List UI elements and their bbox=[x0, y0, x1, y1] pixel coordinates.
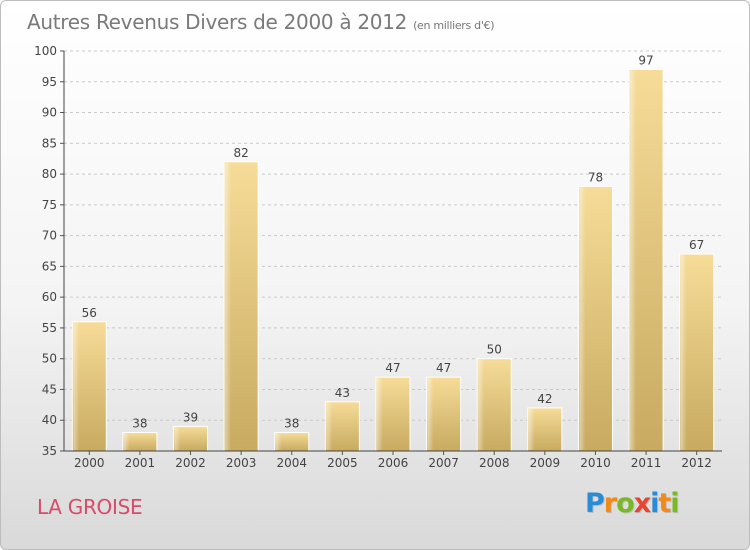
y-tick-label: 70 bbox=[42, 229, 57, 243]
x-tick-label: 2008 bbox=[479, 456, 510, 470]
y-tick-label: 50 bbox=[42, 352, 57, 366]
chart-subtitle: (en milliers d'€) bbox=[413, 19, 495, 32]
x-tick-label: 2003 bbox=[226, 456, 257, 470]
data-label: 67 bbox=[689, 238, 704, 252]
proxiti-logo: Proxiti bbox=[585, 488, 680, 519]
bar-group bbox=[173, 425, 209, 452]
x-tick-label: 2007 bbox=[428, 456, 459, 470]
place-name: LA GROISE bbox=[37, 495, 143, 519]
y-tick-label: 65 bbox=[42, 259, 57, 273]
data-label: 47 bbox=[385, 361, 400, 375]
x-tick-label: 2010 bbox=[580, 456, 611, 470]
y-tick-label: 100 bbox=[34, 44, 57, 58]
data-label: 42 bbox=[537, 392, 552, 406]
bar-group bbox=[527, 407, 563, 452]
data-label: 47 bbox=[436, 361, 451, 375]
bar-group bbox=[679, 253, 715, 452]
logo-letter: t bbox=[658, 488, 671, 519]
bar-highlight bbox=[478, 359, 485, 450]
axis-layer: 35 40 45 50 55 60 65 70 75 80 85 90 95 100 2000 2001 200… bbox=[34, 44, 722, 470]
bar-group bbox=[577, 185, 613, 452]
y-tick-label: 35 bbox=[42, 444, 57, 458]
data-label: 56 bbox=[82, 306, 97, 320]
data-label: 97 bbox=[638, 53, 653, 67]
y-tick-label: 55 bbox=[42, 321, 57, 335]
logo-letter: P bbox=[585, 488, 605, 519]
data-label: 82 bbox=[234, 146, 249, 160]
bar-group bbox=[324, 401, 360, 452]
title-text: Autres Revenus Divers de 2000 à 2012 bbox=[27, 10, 408, 34]
bar-highlight bbox=[174, 427, 181, 450]
data-label: 50 bbox=[487, 343, 502, 357]
x-tick-label: 2005 bbox=[327, 456, 358, 470]
bar-highlight bbox=[427, 378, 434, 450]
data-label: 38 bbox=[132, 417, 147, 431]
bar-group bbox=[476, 358, 512, 452]
logo-letter: i bbox=[670, 488, 679, 519]
y-tick-label: 80 bbox=[42, 167, 57, 181]
bar-highlight bbox=[630, 70, 637, 450]
bar-group bbox=[375, 376, 411, 452]
x-tick-label: 2004 bbox=[276, 456, 307, 470]
y-tick-label: 75 bbox=[42, 198, 57, 212]
x-tick-label: 2006 bbox=[378, 456, 409, 470]
logo-letter: o bbox=[616, 488, 635, 519]
logo-letter: x bbox=[633, 488, 651, 519]
bar-highlight bbox=[579, 187, 586, 450]
bar-highlight bbox=[680, 255, 687, 450]
bars-layer: 56 38 39 82 38 43 47 47 50 42 78 97 67 bbox=[71, 53, 715, 452]
x-tick-label: 2011 bbox=[631, 456, 662, 470]
bar-group bbox=[71, 321, 107, 452]
logo-letter: r bbox=[603, 488, 617, 519]
bar-group bbox=[223, 161, 259, 452]
x-tick-label: 2009 bbox=[530, 456, 561, 470]
bar-group bbox=[122, 432, 158, 452]
bar-highlight bbox=[377, 378, 383, 450]
bar-group bbox=[628, 68, 664, 452]
y-tick-label: 45 bbox=[42, 382, 57, 396]
x-tick-label: 2012 bbox=[681, 456, 712, 470]
y-tick-label: 85 bbox=[42, 136, 57, 150]
x-tick-label: 2000 bbox=[74, 456, 105, 470]
data-label: 43 bbox=[335, 386, 350, 400]
bar-highlight bbox=[73, 322, 80, 450]
data-label: 38 bbox=[284, 417, 299, 431]
data-label: 78 bbox=[588, 170, 603, 184]
x-tick-label: 2001 bbox=[125, 456, 156, 470]
bar-group bbox=[426, 376, 462, 452]
y-tick-label: 60 bbox=[42, 290, 57, 304]
bar-highlight bbox=[326, 402, 333, 450]
bar-highlight bbox=[225, 162, 232, 450]
chart-title: Autres Revenus Divers de 2000 à 2012 (en … bbox=[27, 10, 495, 34]
bar-highlight bbox=[528, 408, 535, 450]
y-tick-label: 90 bbox=[42, 106, 57, 120]
bar-group bbox=[274, 432, 310, 452]
y-tick-label: 40 bbox=[42, 413, 57, 427]
x-tick-label: 2002 bbox=[175, 456, 206, 470]
bar-highlight bbox=[123, 433, 130, 450]
logo-letter: i bbox=[650, 488, 659, 519]
bar-highlight bbox=[275, 433, 282, 450]
data-label: 39 bbox=[183, 410, 198, 424]
y-tick-label: 95 bbox=[42, 75, 57, 89]
